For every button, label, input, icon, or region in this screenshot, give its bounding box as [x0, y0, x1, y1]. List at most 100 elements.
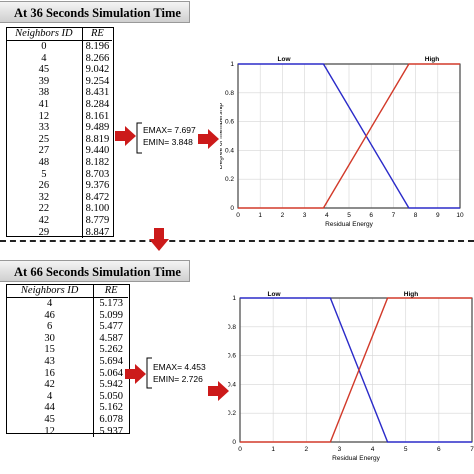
top-neighbors-table: Neighbors ID RE 0 8.196 4 8.266 45 9.042 39 9.2… — [6, 27, 112, 239]
neighbor-id-cell: 39 — [6, 75, 83, 88]
re-cell: 5.694 — [99, 355, 123, 367]
neighbor-id-cell: 27 — [6, 145, 83, 157]
series-line-high — [240, 297, 472, 443]
x-tick-label: 2 — [304, 446, 308, 453]
series-label-high: High — [404, 291, 418, 298]
re-cell: 6.078 — [99, 413, 123, 425]
arrow-icon — [208, 381, 229, 401]
divider — [0, 240, 474, 242]
neighbor-id-cell: 12 — [6, 425, 95, 438]
neighbor-id-cell: 33 — [6, 122, 83, 134]
plot-frame — [237, 63, 461, 209]
neighbor-id-cell: 32 — [6, 191, 83, 204]
x-tick-label: 8 — [414, 212, 418, 219]
re-cell: 9.376 — [85, 180, 110, 192]
neighbor-id-cell: 16 — [6, 367, 95, 380]
x-tick-label: 5 — [347, 212, 351, 219]
arrow-icon — [115, 126, 136, 146]
table-row: 12 8.161 — [6, 110, 112, 123]
x-tick-label: 7 — [470, 446, 474, 453]
table-row: 16 5.064 — [6, 367, 128, 380]
table-row: 25 8.819 — [6, 133, 112, 146]
table-row: 48 8.182 — [6, 156, 112, 169]
x-tick-label: 7 — [392, 212, 396, 219]
re-cell: 8.472 — [85, 191, 110, 203]
y-tick-label: 0.6 — [228, 353, 236, 360]
bottom-neighbors-table: Neighbors ID RE 4 5.173 46 5.099 6 5.477 30 4.5… — [6, 284, 128, 438]
neighbor-id-cell: 42 — [6, 379, 95, 391]
bottom-section-title: At 66 Seconds Simulation Time — [0, 260, 190, 282]
column-header-re: RE — [82, 27, 112, 41]
column-header-re: RE — [93, 284, 128, 298]
table-row: 42 8.779 — [6, 214, 112, 227]
y-tick-label: 0.8 — [228, 324, 236, 331]
re-cell: 8.819 — [85, 133, 110, 145]
re-cell: 5.099 — [99, 309, 123, 321]
re-cell: 9.489 — [85, 122, 110, 134]
neighbor-id-cell: 12 — [6, 110, 83, 123]
y-axis-label: Degree of membership — [220, 103, 224, 169]
re-cell: 4.587 — [99, 332, 123, 344]
x-tick-label: 0 — [238, 446, 242, 453]
x-tick-label: 1 — [258, 212, 262, 219]
y-tick-label: 0.4 — [225, 147, 234, 154]
re-cell: 9.042 — [85, 64, 110, 76]
neighbor-id-cell: 43 — [6, 355, 95, 368]
x-tick-label: 10 — [456, 212, 464, 219]
bracket-icon — [146, 357, 152, 389]
x-tick-label: 3 — [303, 212, 307, 219]
table-row: 22 8.100 — [6, 203, 112, 215]
table-row: 45 9.042 — [6, 64, 112, 76]
x-tick-label: 9 — [436, 212, 440, 219]
x-tick-label: 4 — [325, 212, 329, 219]
series-label-low: Low — [278, 56, 292, 63]
series-label-low: Low — [268, 291, 282, 298]
x-tick-label: 1 — [271, 446, 275, 453]
neighbor-id-cell: 38 — [6, 87, 83, 99]
plot-frame — [239, 297, 473, 443]
y-tick-label: 0.2 — [228, 410, 236, 417]
table-row: 38 8.431 — [6, 87, 112, 99]
y-tick-label: 0.6 — [225, 119, 234, 126]
table-row: 45 6.078 — [6, 413, 128, 426]
bottom-membership-chart: 0 1 2 3 4 5 6 7 0 0.2 0.4 0.6 0.8 1 Low High Residual En… — [228, 291, 474, 462]
table-row: 32 8.472 — [6, 191, 112, 204]
y-tick-label: 0.4 — [228, 381, 236, 388]
table-row: 4 8.266 — [6, 52, 112, 65]
re-cell: 5.942 — [99, 379, 123, 391]
table-row: 4 5.173 — [6, 297, 128, 310]
neighbor-id-cell: 4 — [6, 390, 95, 403]
table-row: 0 8.196 — [6, 40, 112, 53]
re-cell: 9.440 — [85, 145, 110, 157]
x-tick-label: 6 — [369, 212, 373, 219]
neighbor-id-cell: 48 — [6, 156, 83, 169]
neighbor-id-cell: 29 — [6, 226, 83, 239]
column-header-neighbors-id: Neighbors ID — [6, 284, 95, 298]
table-row: 15 5.262 — [6, 344, 128, 356]
neighbor-id-cell: 30 — [6, 332, 95, 345]
neighbor-id-cell: 4 — [6, 297, 95, 310]
neighbor-id-cell: 15 — [6, 344, 95, 356]
table-row: 33 9.489 — [6, 122, 112, 134]
neighbor-id-cell: 26 — [6, 180, 83, 192]
table-row: 26 9.376 — [6, 180, 112, 192]
re-cell: 5.162 — [99, 402, 123, 414]
series-line-high — [238, 63, 460, 209]
neighbor-id-cell: 4 — [6, 52, 83, 65]
bracket-icon — [136, 122, 142, 154]
re-cell: 9.254 — [85, 75, 110, 87]
x-axis-label: Residual Energy — [325, 221, 373, 228]
table-row: 46 5.099 — [6, 309, 128, 322]
re-cell: 5.050 — [99, 390, 123, 402]
table-row: 39 9.254 — [6, 75, 112, 88]
re-cell: 8.266 — [85, 52, 110, 64]
x-tick-label: 4 — [371, 446, 375, 453]
plot-area — [239, 297, 473, 443]
x-tick-label: 2 — [281, 212, 285, 219]
y-tick-label: 0.2 — [225, 176, 234, 183]
table-row: 6 5.477 — [6, 321, 128, 333]
table-row: 12 5.937 — [6, 425, 128, 438]
table-row: 5 8.703 — [6, 168, 112, 181]
top-emin-label: EMIN= 3.848 — [143, 137, 193, 147]
top-section-title: At 36 Seconds Simulation Time — [0, 1, 190, 23]
